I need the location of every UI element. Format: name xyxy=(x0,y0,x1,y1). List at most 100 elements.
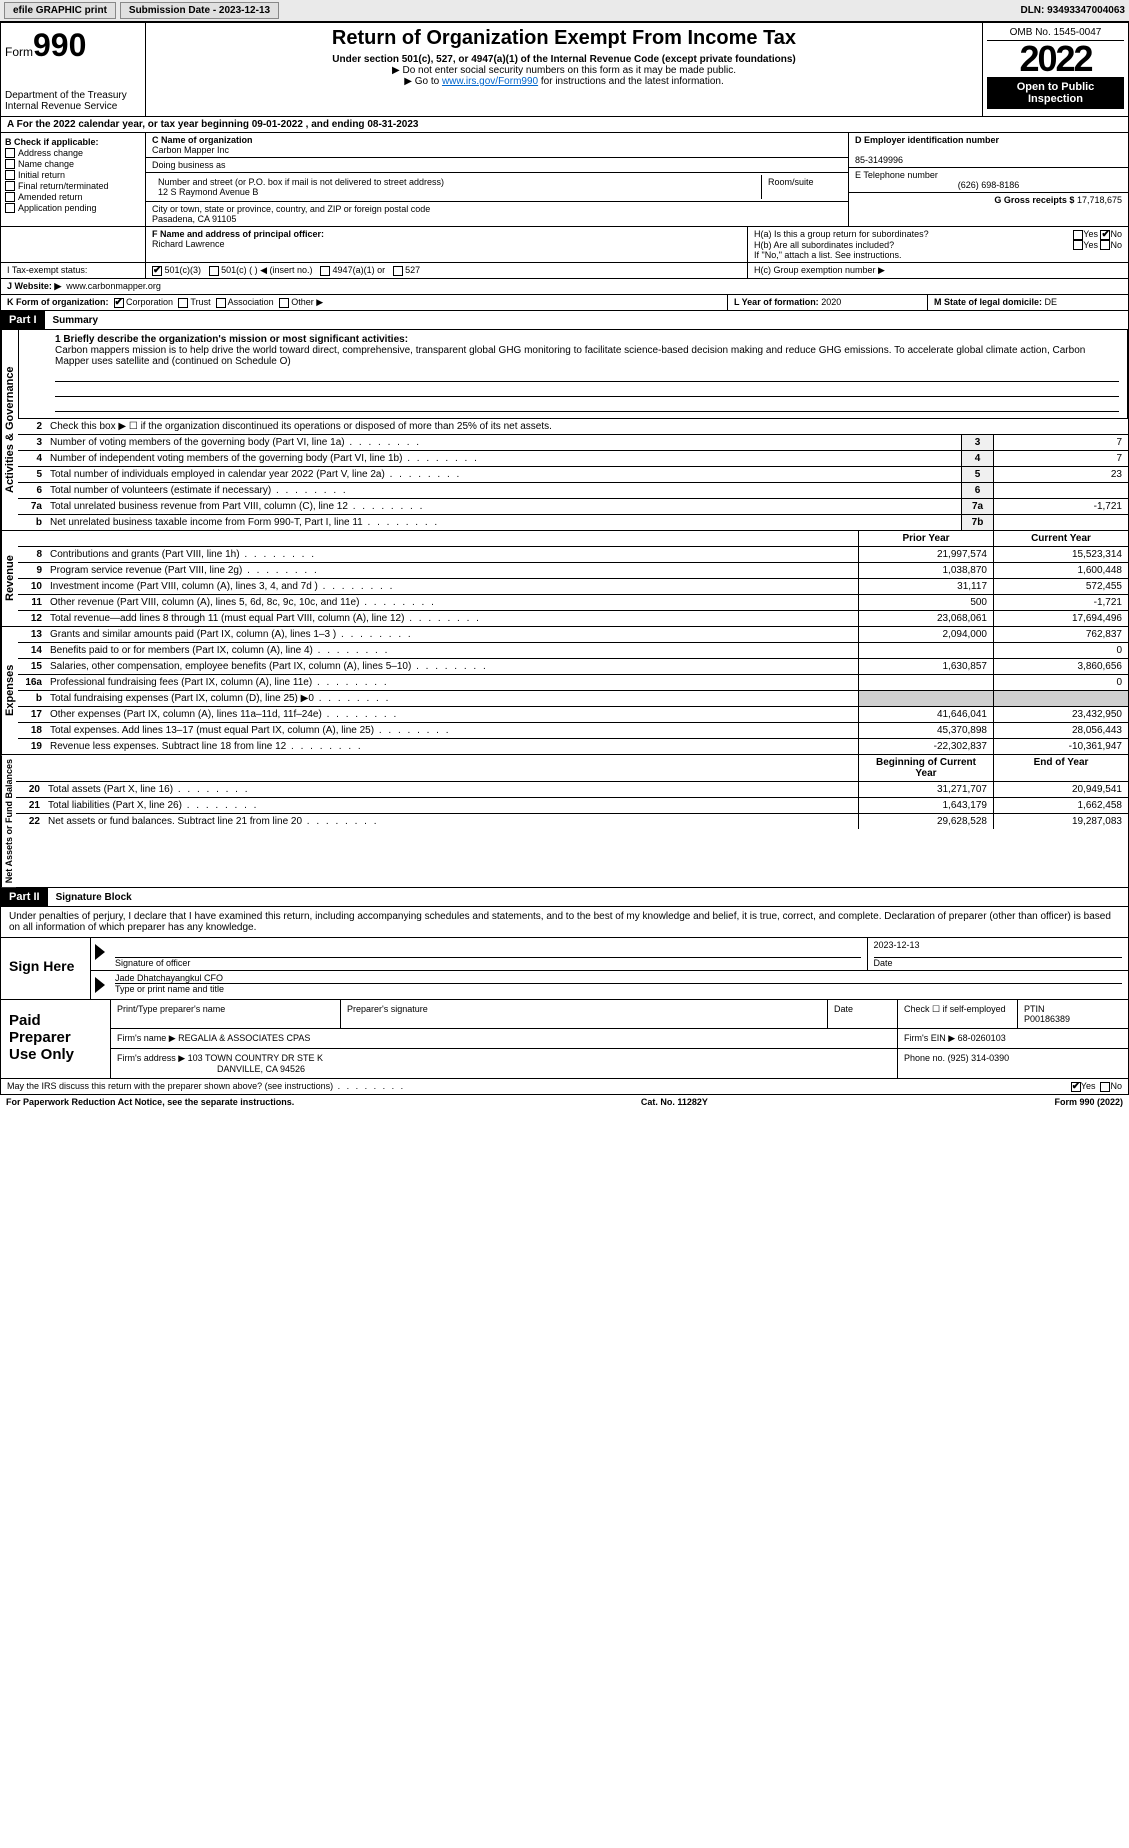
section-net-assets: Net Assets or Fund Balances Beginning of… xyxy=(0,755,1129,888)
ssn-note: ▶ Do not enter social security numbers o… xyxy=(150,65,978,76)
chk-501c[interactable] xyxy=(209,266,219,276)
row-j-website: J Website: ▶ www.carbonmapper.org xyxy=(0,279,1129,295)
preparer-sig-label: Preparer's signature xyxy=(341,1000,828,1028)
value-gross-receipts: 17,718,675 xyxy=(1077,195,1122,205)
discuss-text: May the IRS discuss this return with the… xyxy=(7,1081,405,1091)
value-year-formation: 2020 xyxy=(821,297,841,307)
firm-ein-label: Firm's EIN ▶ xyxy=(904,1033,955,1043)
table-row: bNet unrelated business taxable income f… xyxy=(18,515,1128,530)
label-address: Number and street (or P.O. box if mail i… xyxy=(158,177,755,187)
table-row: 19Revenue less expenses. Subtract line 1… xyxy=(18,739,1128,754)
chk-hb-no[interactable] xyxy=(1100,240,1110,250)
table-row: 20Total assets (Part X, line 16)31,271,7… xyxy=(16,782,1128,798)
chk-corporation[interactable] xyxy=(114,298,124,308)
chk-trust[interactable] xyxy=(178,298,188,308)
label-hc: H(c) Group exemption number ▶ xyxy=(748,263,1128,278)
firm-addr1: 103 TOWN COUNTRY DR STE K xyxy=(188,1053,323,1063)
discuss-row: May the IRS discuss this return with the… xyxy=(0,1079,1129,1095)
firm-ein-value: 68-0260103 xyxy=(958,1033,1006,1043)
chk-final-return[interactable] xyxy=(5,181,15,191)
table-row: 4Number of independent voting members of… xyxy=(18,451,1128,467)
chk-ha-no[interactable] xyxy=(1100,230,1110,240)
hb-note: If "No," attach a list. See instructions… xyxy=(754,250,1122,260)
section-b-checkboxes: B Check if applicable: Address change Na… xyxy=(1,133,146,226)
chk-4947[interactable] xyxy=(320,266,330,276)
mission-label: 1 Briefly describe the organization's mi… xyxy=(55,334,408,345)
table-row: 9Program service revenue (Part VIII, lin… xyxy=(18,563,1128,579)
firm-phone-value: (925) 314-0390 xyxy=(948,1053,1010,1063)
efile-print-button[interactable]: efile GRAPHIC print xyxy=(4,2,116,19)
chk-name-change[interactable] xyxy=(5,159,15,169)
value-principal-officer: Richard Lawrence xyxy=(152,239,225,249)
table-row: 16aProfessional fundraising fees (Part I… xyxy=(18,675,1128,691)
footer: For Paperwork Reduction Act Notice, see … xyxy=(0,1095,1129,1109)
top-bar: efile GRAPHIC print Submission Date - 20… xyxy=(0,0,1129,22)
value-city: Pasadena, CA 91105 xyxy=(152,214,842,224)
firm-addr-label: Firm's address ▶ xyxy=(117,1053,185,1063)
signature-date-label: Date xyxy=(874,958,893,968)
form-title: Return of Organization Exempt From Incom… xyxy=(150,27,978,50)
ptin-value: P00186389 xyxy=(1024,1014,1070,1024)
irs-form990-link[interactable]: www.irs.gov/Form990 xyxy=(442,76,538,87)
form-header: Form990 Department of the Treasury Inter… xyxy=(0,22,1129,117)
row-a-tax-year: A For the 2022 calendar year, or tax yea… xyxy=(0,117,1129,133)
chk-501c3[interactable] xyxy=(152,266,162,276)
chk-application-pending[interactable] xyxy=(5,203,15,213)
section-revenue: Revenue Prior Year Current Year 8Contrib… xyxy=(0,531,1129,627)
chk-hb-yes[interactable] xyxy=(1073,240,1083,250)
paid-preparer-title: Paid Preparer Use Only xyxy=(1,1000,111,1078)
firm-addr2: DANVILLE, CA 94526 xyxy=(217,1064,305,1074)
label-phone: E Telephone number xyxy=(855,170,938,180)
irs-label: Internal Revenue Service xyxy=(5,101,141,112)
chk-address-change[interactable] xyxy=(5,148,15,158)
table-row: 7aTotal unrelated business revenue from … xyxy=(18,499,1128,515)
vert-expenses: Expenses xyxy=(1,627,18,754)
chk-other[interactable] xyxy=(279,298,289,308)
submission-date-button[interactable]: Submission Date - 2023-12-13 xyxy=(120,2,279,19)
tax-year: 2022 xyxy=(987,41,1124,77)
dln-label: DLN: 93493347004063 xyxy=(1020,5,1125,16)
footer-form: Form 990 (2022) xyxy=(1054,1097,1123,1107)
table-row: 18Total expenses. Add lines 13–17 (must … xyxy=(18,723,1128,739)
signature-declaration: Under penalties of perjury, I declare th… xyxy=(1,907,1128,938)
header-info-grid: B Check if applicable: Address change Na… xyxy=(0,133,1129,227)
chk-ha-yes[interactable] xyxy=(1073,230,1083,240)
value-website: www.carbonmapper.org xyxy=(66,281,161,291)
table-row: 15Salaries, other compensation, employee… xyxy=(18,659,1128,675)
chk-association[interactable] xyxy=(216,298,226,308)
signature-arrow-icon xyxy=(95,944,105,960)
value-phone: (626) 698-8186 xyxy=(855,180,1122,190)
vert-net-assets: Net Assets or Fund Balances xyxy=(1,755,16,887)
open-to-public-badge: Open to Public Inspection xyxy=(987,77,1124,109)
table-row: 10Investment income (Part VIII, column (… xyxy=(18,579,1128,595)
footer-cat: Cat. No. 11282Y xyxy=(641,1097,708,1107)
chk-527[interactable] xyxy=(393,266,403,276)
signature-date-value: 2023-12-13 xyxy=(874,940,1123,958)
section-expenses: Expenses 13Grants and similar amounts pa… xyxy=(0,627,1129,755)
print-name-label: Print/Type preparer's name xyxy=(111,1000,341,1028)
label-hb: H(b) Are all subordinates included? xyxy=(754,240,894,251)
paid-preparer-block: Paid Preparer Use Only Print/Type prepar… xyxy=(0,1000,1129,1079)
line2-text: Check this box ▶ ☐ if the organization d… xyxy=(46,419,1128,434)
col-prior-year: Prior Year xyxy=(858,531,993,546)
goto-note: ▶ Go to www.irs.gov/Form990 for instruct… xyxy=(150,76,978,87)
table-row: 17Other expenses (Part IX, column (A), l… xyxy=(18,707,1128,723)
table-row: 11Other revenue (Part VIII, column (A), … xyxy=(18,595,1128,611)
chk-discuss-yes[interactable] xyxy=(1071,1082,1081,1092)
chk-initial-return[interactable] xyxy=(5,170,15,180)
label-city: City or town, state or province, country… xyxy=(152,204,842,214)
value-org-name: Carbon Mapper Inc xyxy=(152,145,842,155)
type-print-label: Type or print name and title xyxy=(115,984,224,994)
label-i: I Tax-exempt status: xyxy=(1,263,146,278)
value-state-domicile: DE xyxy=(1045,297,1058,307)
chk-discuss-no[interactable] xyxy=(1100,1082,1110,1092)
section-f-h: F Name and address of principal officer:… xyxy=(0,227,1129,263)
chk-amended-return[interactable] xyxy=(5,192,15,202)
table-row: bTotal fundraising expenses (Part IX, co… xyxy=(18,691,1128,707)
firm-phone-label: Phone no. xyxy=(904,1053,945,1063)
label-org-name: C Name of organization xyxy=(152,135,842,145)
sign-here-label: Sign Here xyxy=(1,938,91,999)
label-dba: Doing business as xyxy=(152,160,842,170)
mission-text: Carbon mappers mission is to help drive … xyxy=(55,345,1085,367)
value-ein: 85-3149996 xyxy=(855,155,903,165)
